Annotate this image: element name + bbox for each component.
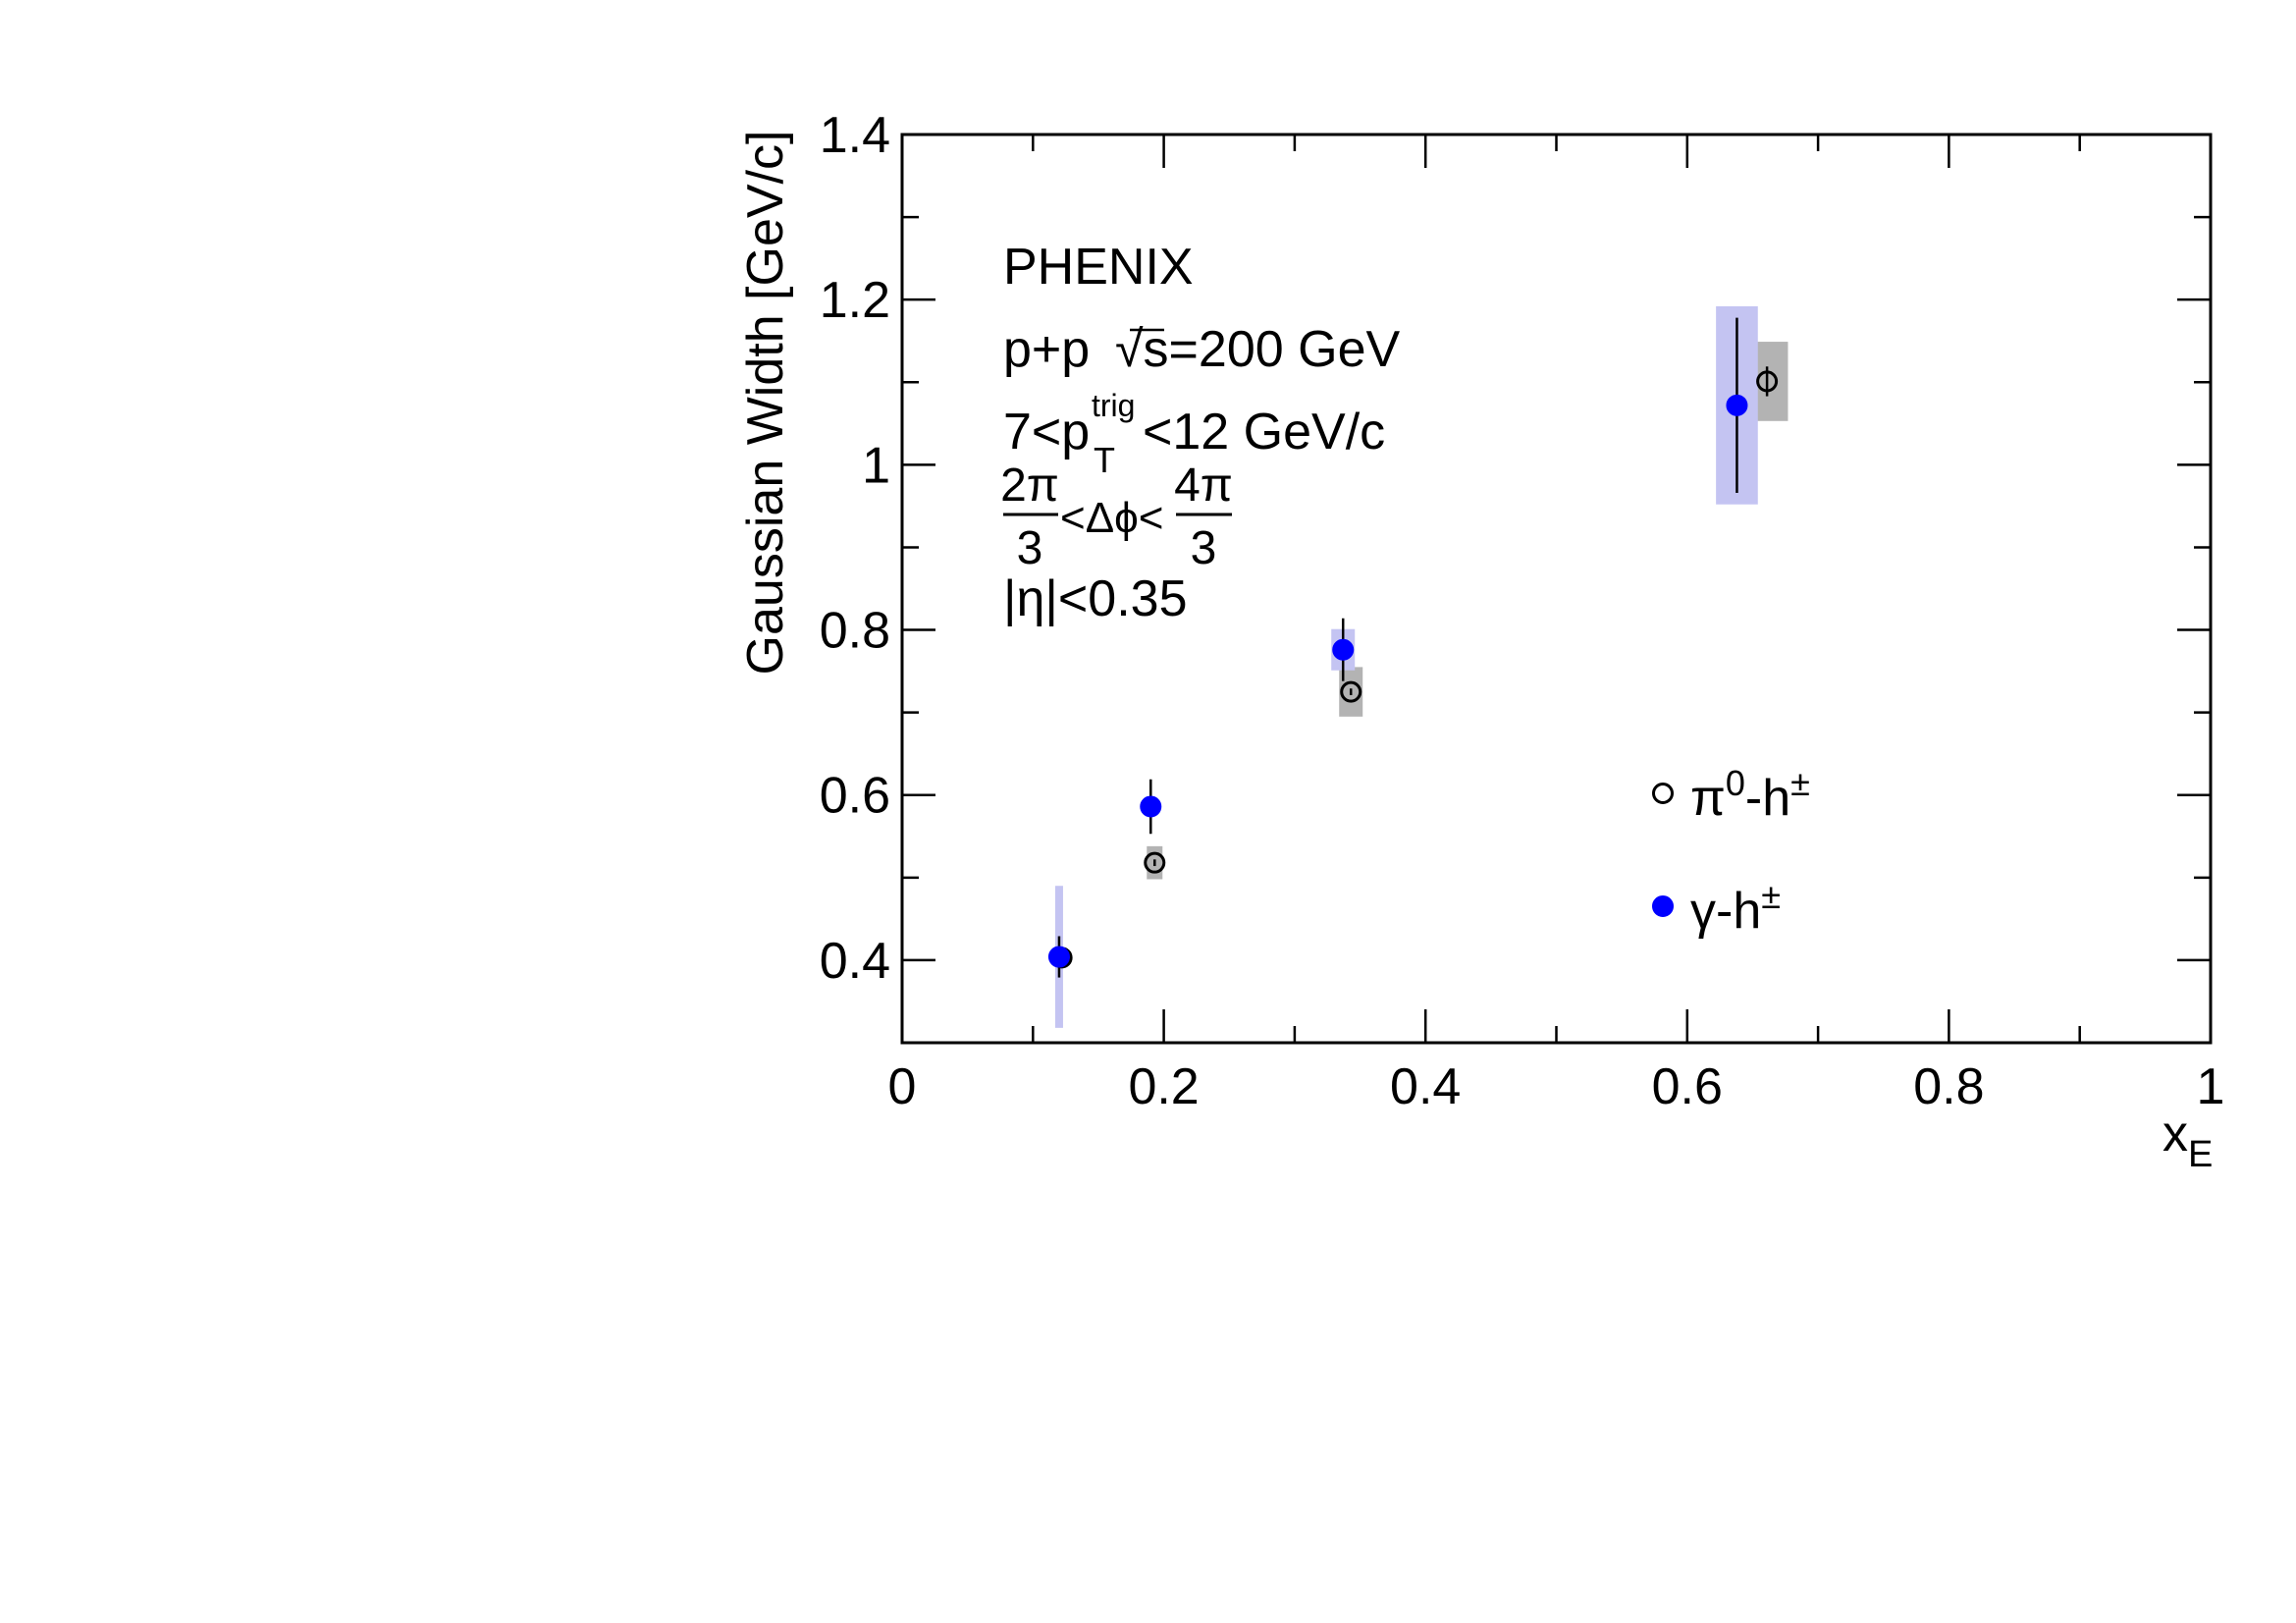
x-tick-label: 0.2 <box>1128 1058 1199 1115</box>
y-axis-title: Gaussian Width [GeV/c] <box>737 131 794 676</box>
trigger-pt-subscript: T <box>1094 440 1115 480</box>
data-point-pi0 <box>1144 851 1166 874</box>
eta-cut-label: |η|<0.35 <box>1003 570 1188 627</box>
experiment-label: PHENIX <box>1003 239 1194 296</box>
legend-marker-gamma <box>1652 895 1674 917</box>
y-tick-label: 0.8 <box>820 603 890 660</box>
dphi-denominator-1: 3 <box>1017 522 1043 574</box>
collision-system-label: p+p √s=200 GeV <box>1003 321 1400 378</box>
legend-label-gamma: γ-h± <box>1690 876 1781 940</box>
legend: π0-h± γ-h± <box>1652 763 1810 940</box>
collision-system: p+p <box>1003 321 1090 378</box>
legend-gamma-main: γ <box>1690 883 1716 940</box>
trigger-pt-lower: 7<p <box>1003 404 1090 460</box>
data-point-gamma <box>1332 638 1355 661</box>
data-point-pi0 <box>1340 680 1362 703</box>
x-tick-label: 1 <box>2197 1058 2225 1115</box>
trigger-pt-superscript: trig <box>1092 388 1135 423</box>
y-tick-label: 1 <box>862 437 890 494</box>
x-tick-label: 0.4 <box>1390 1058 1461 1115</box>
y-tick-label: 1.4 <box>820 107 890 164</box>
legend-gamma-sup: ± <box>1761 876 1781 916</box>
legend-pi0-main: π <box>1690 770 1726 827</box>
dphi-middle: <Δϕ< <box>1060 494 1163 542</box>
data-point-gamma <box>1726 394 1748 416</box>
data-point-pi0 <box>1756 370 1779 393</box>
y-tick-label: 1.2 <box>820 272 890 329</box>
dphi-denominator-2: 3 <box>1191 522 1217 574</box>
legend-gamma-mid: -h <box>1716 883 1761 940</box>
x-tick-label: 0 <box>888 1058 917 1115</box>
axis-ticks <box>900 133 2213 1043</box>
legend-pi0-sup2: ± <box>1790 763 1810 803</box>
data-point-gamma <box>1047 946 1070 968</box>
x-tick-label: 0.6 <box>1652 1058 1723 1115</box>
energy: =200 GeV <box>1169 321 1401 378</box>
tick-labels: 0 0.2 0.4 0.6 0.8 1 0.4 0.6 0.8 1 1.2 1.4 <box>820 107 2225 1115</box>
dphi-numerator-2: 4π <box>1174 460 1233 512</box>
x-axis-title: xE <box>2163 1106 2213 1175</box>
dphi-numerator-1: 2π <box>1000 460 1059 512</box>
y-tick-label: 0.4 <box>820 933 890 990</box>
trigger-pt-upper: <12 GeV/c <box>1143 404 1385 460</box>
trigger-pt-label: 7<ptrig T <12 GeV/c <box>1003 388 1385 480</box>
legend-marker-pi0 <box>1652 783 1674 804</box>
legend-label-pi0: π0-h± <box>1690 763 1810 827</box>
x-axis-title-main: x <box>2163 1106 2188 1163</box>
x-tick-label: 0.8 <box>1913 1058 1984 1115</box>
y-tick-label: 0.6 <box>820 768 890 825</box>
x-axis-title-subscript: E <box>2188 1134 2213 1175</box>
legend-pi0-mid: -h <box>1745 770 1790 827</box>
data-point-gamma <box>1140 795 1162 818</box>
annotation-block: PHENIX p+p √s=200 GeV 7<ptrig T <12 GeV/c 2… <box>1000 239 1400 627</box>
data-points <box>1047 370 1779 969</box>
legend-pi0-sup: 0 <box>1726 763 1745 803</box>
